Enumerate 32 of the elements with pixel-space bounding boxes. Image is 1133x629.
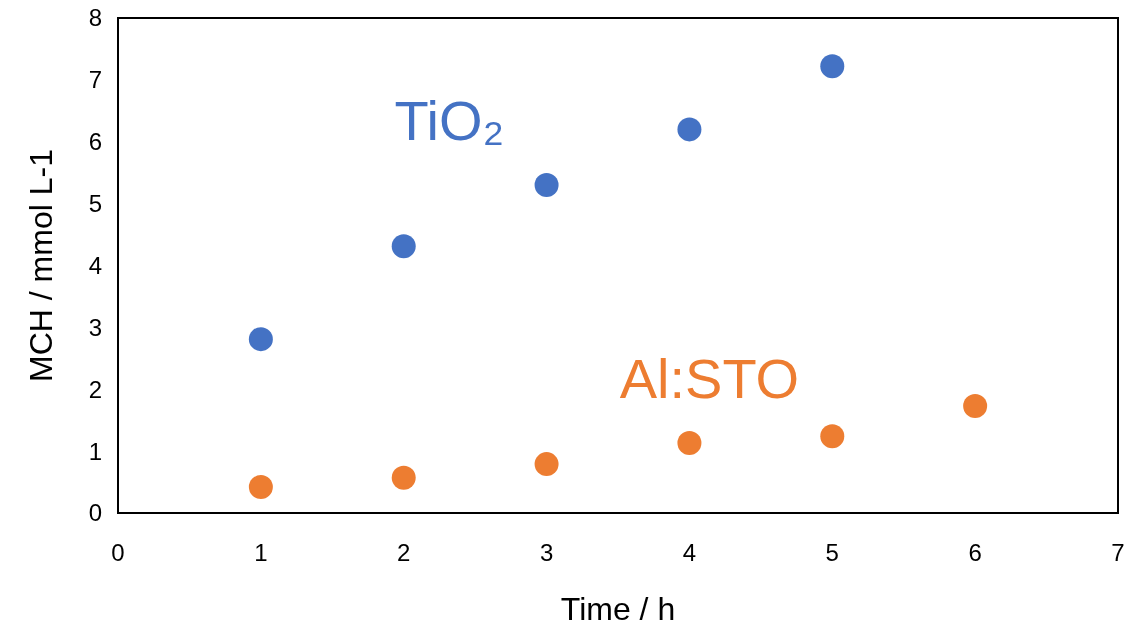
y-tick-label: 7 (88, 66, 102, 94)
point (820, 54, 845, 79)
y-tick-label: 6 (88, 128, 102, 156)
point (677, 431, 702, 456)
series-label: TiO₂ (394, 88, 505, 152)
y-tick-label: 3 (88, 313, 102, 341)
x-tick-label: 3 (539, 539, 554, 566)
x-tick-label: 0 (111, 539, 125, 566)
x-tick-label: 2 (397, 539, 411, 566)
point (820, 424, 845, 449)
point (677, 117, 702, 142)
y-tick-label: 8 (88, 4, 102, 32)
x-axis-title: Time / h (560, 591, 676, 627)
point (248, 327, 273, 352)
x-tick-label: 5 (825, 539, 839, 566)
x-tick-label: 4 (682, 539, 697, 566)
series-label: Al:STO (619, 346, 800, 410)
x-tick-label: 1 (254, 539, 268, 566)
point (248, 475, 273, 499)
point (534, 173, 559, 198)
point (391, 234, 416, 259)
y-tick-label: 5 (88, 190, 102, 218)
point (534, 452, 559, 477)
x-tick-label: 7 (1111, 539, 1125, 566)
point (963, 393, 988, 418)
y-tick-label: 1 (88, 437, 102, 465)
x-tick-label: 6 (968, 539, 982, 566)
y-tick-label: 2 (88, 375, 102, 403)
y-tick-label: 0 (88, 499, 102, 527)
y-axis-title: MCH / mmol L-1 (23, 149, 59, 382)
point (391, 465, 416, 490)
y-tick-label: 4 (88, 251, 102, 279)
